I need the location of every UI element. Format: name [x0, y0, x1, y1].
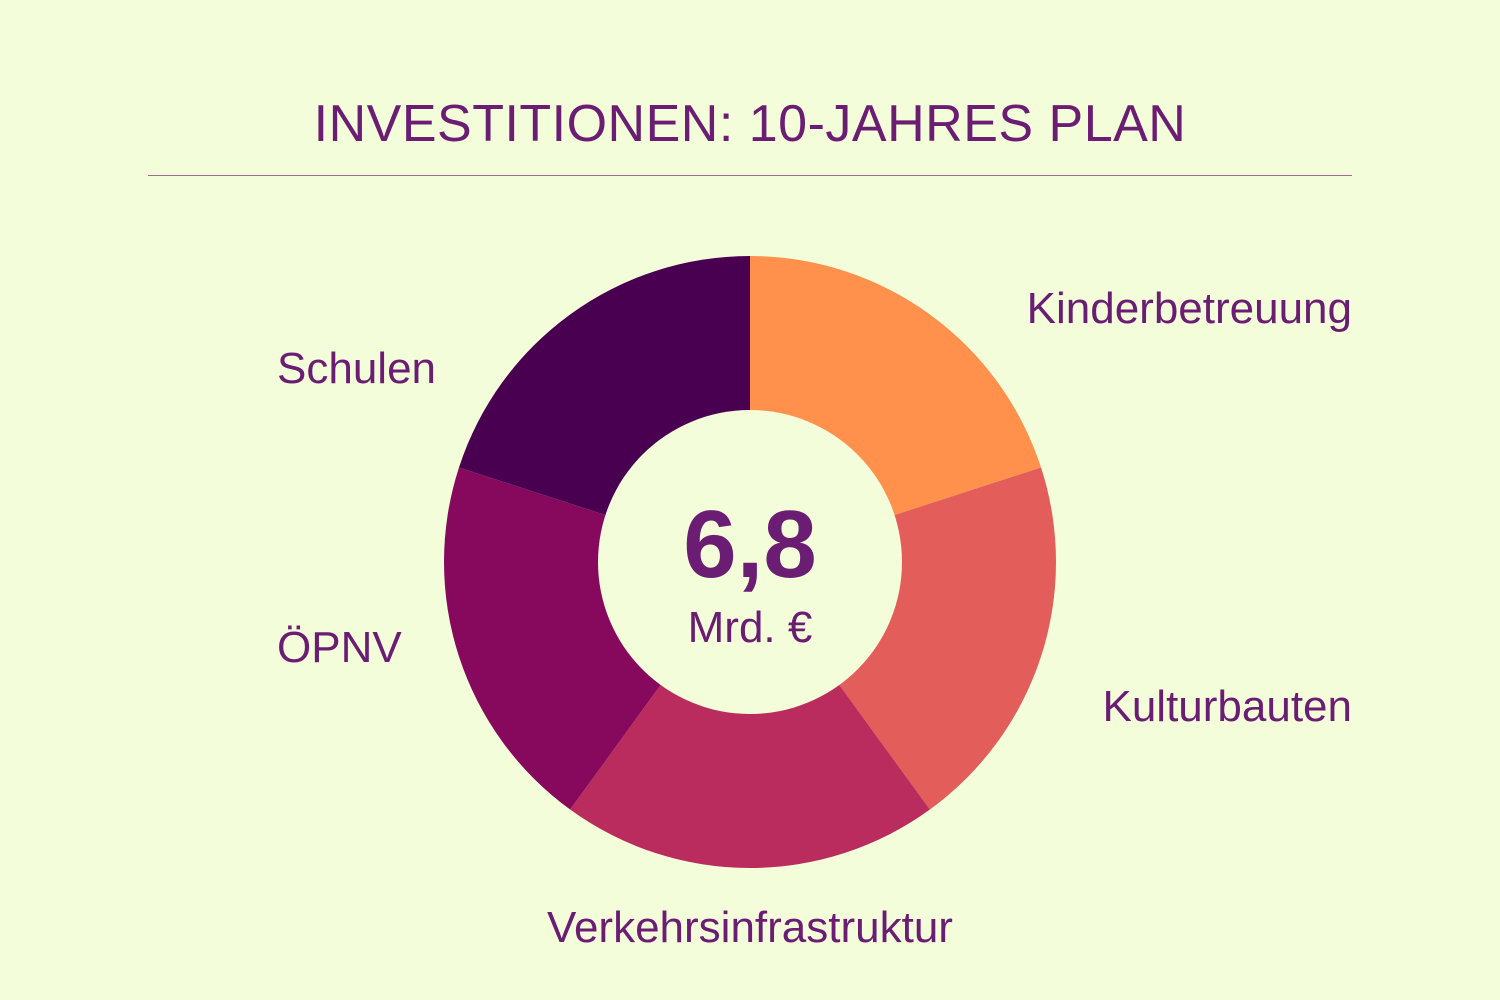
slice-verkehrsinfrastruktur: [570, 562, 930, 868]
center-total-unit: Mrd. €: [687, 603, 813, 652]
slice-label-kinderbetreuung: Kinderbetreuung: [1026, 284, 1352, 333]
slice-label-verkehrsinfrastruktur: Verkehrsinfrastruktur: [547, 903, 953, 952]
slice-label-opnv: ÖPNV: [277, 623, 402, 672]
chart-title: INVESTITIONEN: 10-JAHRES PLAN: [313, 95, 1187, 153]
slice-label-schulen: Schulen: [277, 344, 437, 393]
title-divider: [148, 175, 1352, 176]
donut-hole: [598, 410, 902, 714]
slice-label-kulturbauten: Kulturbauten: [1102, 682, 1352, 731]
center-total-value: 6,8: [683, 491, 817, 598]
